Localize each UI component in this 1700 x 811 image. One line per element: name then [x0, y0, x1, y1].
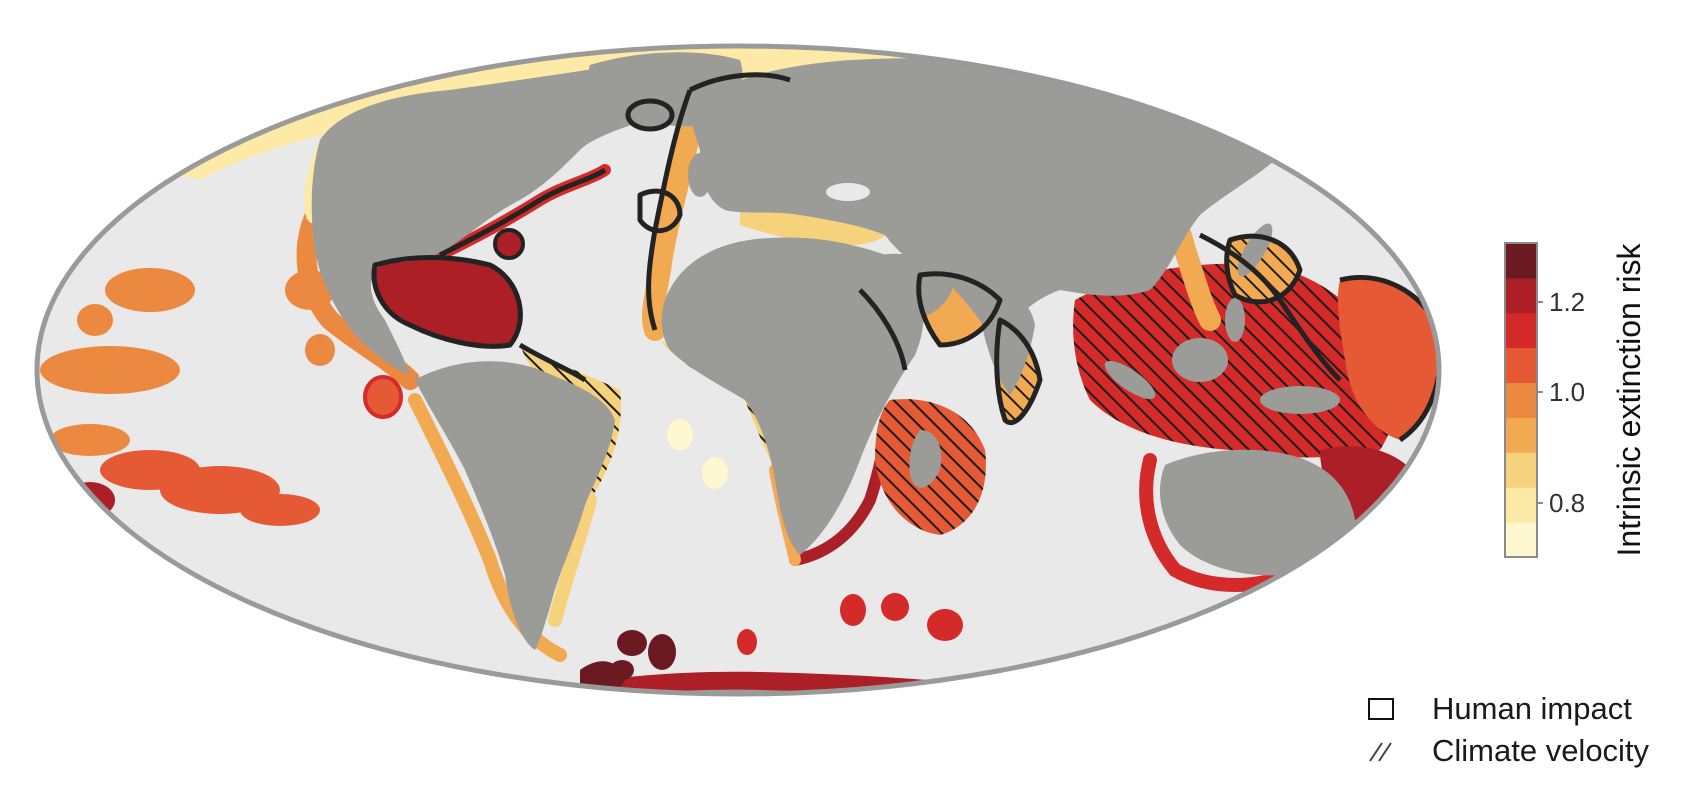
legend-human-impact-label: Human impact — [1432, 691, 1632, 726]
borneo — [1172, 338, 1228, 382]
africa — [661, 237, 924, 555]
eurasia — [690, 58, 1290, 340]
australia — [1160, 449, 1355, 576]
melanesia — [1337, 277, 1439, 440]
colorbar-bin — [1505, 452, 1537, 488]
legend-climate-velocity: Climate velocity — [1362, 730, 1692, 772]
colorbar: 1.2 1.0 0.8 — [1504, 242, 1585, 558]
india — [979, 280, 1035, 395]
sa-east-coast — [548, 493, 597, 627]
colorbar-bin — [1505, 382, 1537, 418]
globe-border — [34, 43, 1442, 697]
colorbar-tick-label: 1.2 — [1549, 287, 1585, 317]
colorbar-bin — [1505, 347, 1537, 384]
galapagos — [363, 375, 403, 419]
ascension — [702, 457, 728, 489]
north-america — [311, 59, 712, 375]
iceland — [625, 98, 675, 132]
caspian-sea — [826, 183, 870, 201]
colorbar-bin — [1505, 487, 1537, 523]
southern-islands — [610, 593, 963, 680]
colorbar-frame — [1504, 242, 1538, 558]
colorbar-title: Intrinsic extinction risk — [1611, 243, 1647, 557]
philippines — [1225, 298, 1245, 342]
human-impact-swatch — [1362, 694, 1400, 724]
bermuda — [493, 228, 525, 260]
colorbar-bin — [1505, 522, 1537, 558]
colorbar-bin — [1505, 312, 1537, 349]
st-helena — [667, 419, 693, 451]
colorbar-bin — [1505, 417, 1537, 453]
climate-velocity-swatch — [1362, 736, 1400, 766]
new-guinea — [1260, 386, 1340, 414]
human-impact-outlines — [371, 72, 1439, 443]
legend-human-impact: Human impact — [1362, 688, 1692, 730]
legend-climate-velocity-label: Climate velocity — [1432, 733, 1650, 768]
sumatra — [1104, 360, 1156, 400]
south-america — [415, 361, 615, 650]
colorbar-tick-label: 0.8 — [1549, 488, 1585, 518]
legend: Human impact Climate velocity — [1362, 688, 1692, 772]
uk — [688, 153, 712, 197]
madagascar — [909, 430, 942, 488]
colorbar-bin — [1505, 243, 1537, 279]
colorbar-bin — [1505, 277, 1537, 314]
new-zealand — [1261, 589, 1309, 631]
colorbar-tick-label: 1.0 — [1549, 377, 1585, 407]
